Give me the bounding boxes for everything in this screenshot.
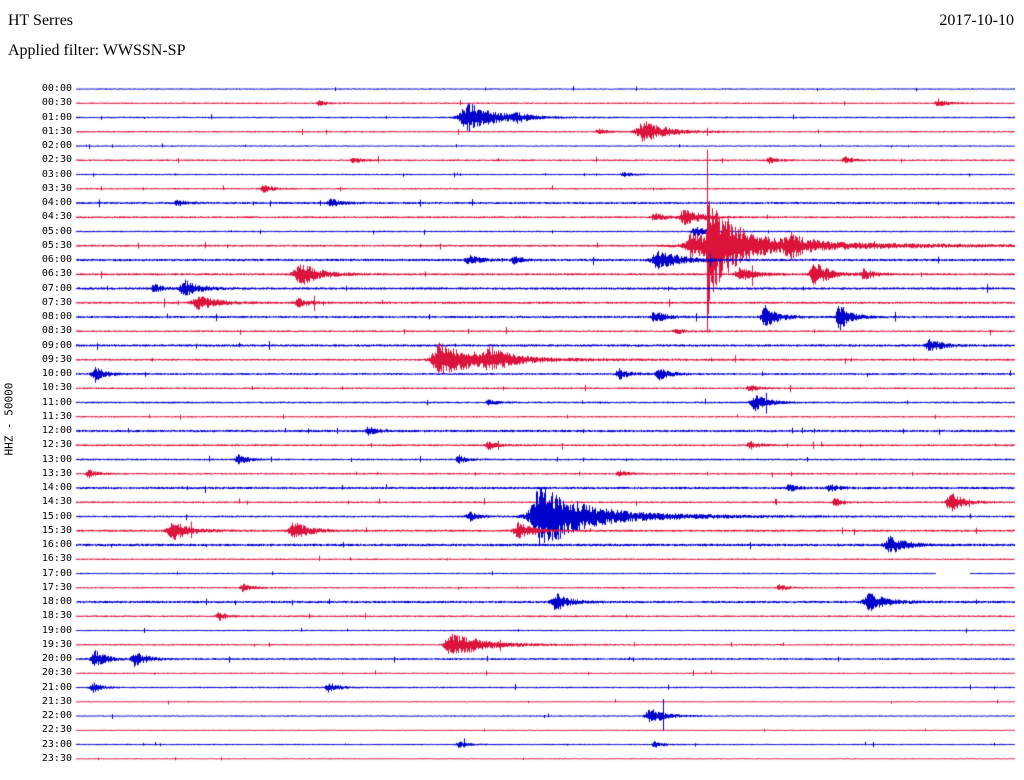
time-label: 15:30: [41, 524, 72, 536]
time-label: 10:00: [41, 368, 72, 379]
time-label: 23:30: [41, 752, 72, 764]
filter-label: Applied filter: WWSSN-SP: [8, 42, 186, 59]
time-label: 17:00: [41, 567, 72, 579]
time-label: 16:30: [41, 553, 72, 565]
time-label: 04:30: [41, 211, 72, 223]
time-label: 14:00: [41, 482, 72, 493]
time-label: 03:00: [41, 168, 72, 180]
time-label: 01:30: [41, 125, 72, 137]
channel-scale-label: HHZ - 50000: [2, 382, 16, 456]
time-label: 00:00: [41, 83, 72, 94]
date-label: 2017-10-10: [939, 12, 1014, 29]
time-label: 12:00: [41, 425, 72, 436]
time-label: 20:00: [41, 653, 72, 664]
time-label: 07:30: [41, 296, 72, 308]
station-title: HT Serres: [8, 12, 74, 29]
time-label: 21:30: [41, 695, 72, 707]
time-label: 09:30: [41, 353, 72, 365]
time-label: 23:00: [41, 738, 72, 750]
time-label: 11:00: [41, 396, 72, 408]
time-label: 17:30: [41, 581, 72, 593]
time-label: 12:30: [41, 439, 72, 451]
time-label: 18:30: [41, 610, 72, 622]
time-label: 04:00: [41, 197, 72, 208]
time-label: 00:30: [41, 97, 72, 109]
time-label: 15:00: [41, 510, 72, 522]
time-label: 13:00: [41, 453, 72, 465]
time-label: 02:00: [41, 140, 72, 151]
time-label: 06:00: [41, 254, 72, 265]
time-label: 08:30: [41, 325, 72, 337]
time-label: 05:00: [41, 225, 72, 237]
time-label: 08:00: [41, 311, 72, 322]
time-label: 11:30: [41, 410, 72, 422]
time-label: 05:30: [41, 239, 72, 251]
time-label: 07:00: [41, 282, 72, 294]
time-label: 10:30: [41, 382, 72, 394]
time-label: 03:30: [41, 182, 72, 194]
time-label: 09:00: [41, 339, 72, 351]
time-label: 06:30: [41, 268, 72, 280]
time-label: 21:00: [41, 681, 72, 693]
time-label: 14:30: [41, 496, 72, 508]
time-label: 02:30: [41, 154, 72, 166]
time-label: 18:00: [41, 596, 72, 607]
time-label: 19:30: [41, 638, 72, 650]
time-label: 19:00: [41, 624, 72, 636]
time-label: 20:30: [41, 667, 72, 679]
time-label: 22:30: [41, 724, 72, 736]
time-label: 01:00: [41, 111, 72, 123]
time-label: 16:00: [41, 539, 72, 550]
time-label: 22:00: [41, 710, 72, 721]
time-label: 13:30: [41, 467, 72, 479]
